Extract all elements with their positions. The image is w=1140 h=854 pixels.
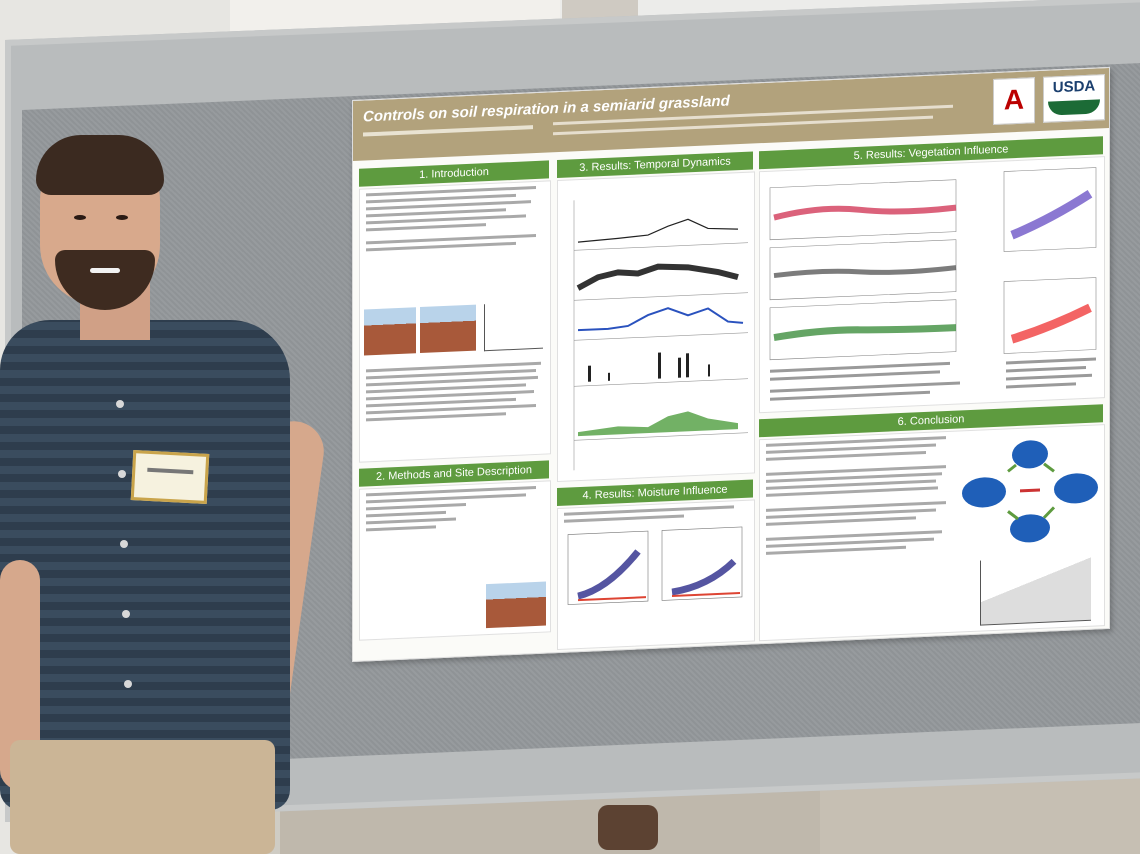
vegetation-influence-panel — [759, 156, 1105, 414]
moisture-scatter-plots — [567, 526, 743, 605]
usda-logo-text: USDA — [1052, 77, 1096, 97]
person-hair — [36, 135, 164, 195]
shirt-button — [124, 680, 132, 688]
name-badge-text — [147, 467, 194, 475]
shoe — [598, 805, 658, 850]
methods-panel — [359, 480, 551, 641]
introduction-panel — [359, 180, 551, 463]
shirt-button — [122, 610, 130, 618]
temporal-dynamics-plots — [573, 200, 748, 471]
person-smile — [90, 268, 120, 273]
conclusion-figure — [980, 555, 1091, 626]
person-eye — [74, 215, 86, 220]
intro-figure — [484, 301, 543, 352]
shirt-button — [120, 540, 128, 548]
usda-swoosh — [1048, 99, 1100, 116]
person-shirt — [0, 320, 290, 810]
person-pants — [10, 740, 275, 854]
shirt-button — [116, 400, 124, 408]
poster-title: Controls on soil respiration in a semiar… — [363, 92, 730, 126]
poster-authors — [363, 125, 533, 137]
research-poster: Controls on soil respiration in a semiar… — [352, 66, 1110, 662]
temporal-dynamics-panel — [557, 171, 755, 483]
shirt-button — [118, 470, 126, 478]
vegetation-plots — [769, 167, 1097, 401]
university-logo: A — [993, 77, 1035, 126]
site-photo — [420, 304, 476, 354]
name-badge — [130, 450, 210, 504]
site-photo — [364, 307, 416, 356]
field-photo — [486, 581, 546, 629]
moisture-influence-panel — [557, 499, 755, 651]
usda-logo: USDA — [1043, 74, 1105, 123]
person-eye — [116, 215, 128, 220]
conceptual-diagram — [962, 440, 1098, 543]
poster-affiliation-2 — [553, 115, 933, 136]
conclusion-panel — [759, 424, 1105, 642]
